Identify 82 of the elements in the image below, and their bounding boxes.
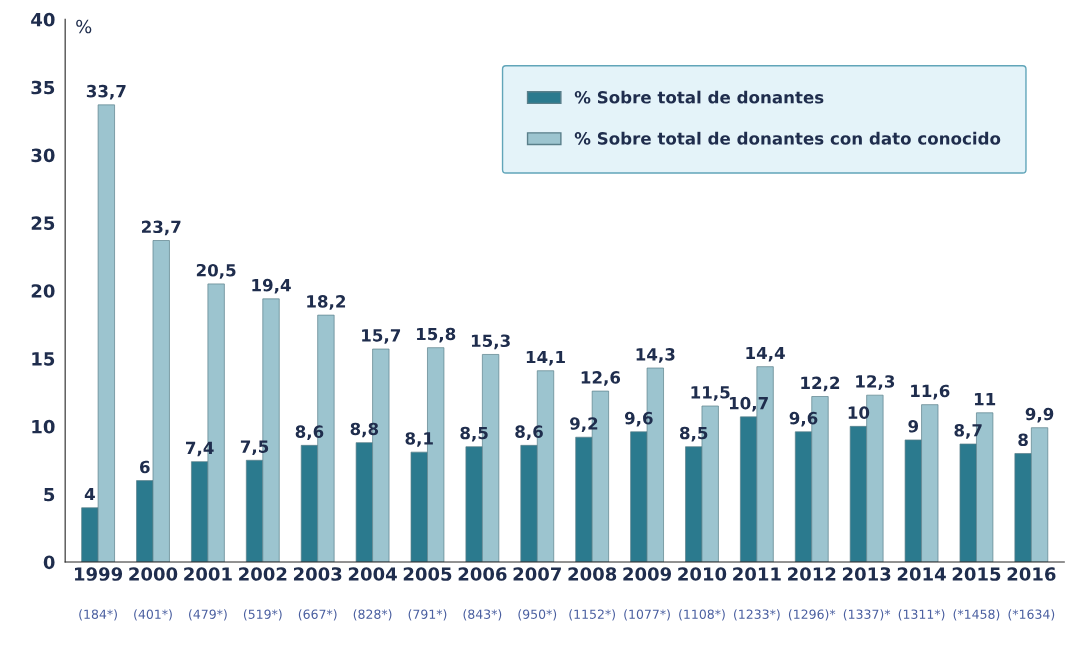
x-tick-label: 2011 <box>733 567 781 581</box>
text: (828*) <box>353 609 392 621</box>
y-tick-label: 15 <box>32 352 55 366</box>
data-label: 14,4 <box>746 346 785 362</box>
data-label: 8,8 <box>350 422 379 438</box>
x-tick-label: 2001 <box>184 567 232 581</box>
text: (184*) <box>79 609 117 621</box>
x-tick-label: 1999 <box>75 567 123 581</box>
x-tick-label: 2012 <box>788 567 836 581</box>
y-tick-label: 30 <box>31 148 55 163</box>
text: (1233*) <box>734 609 780 621</box>
x-tick-label: 2006 <box>458 567 507 581</box>
data-label: 7,5 <box>240 440 269 456</box>
data-label: 9,2 <box>570 417 598 432</box>
legend-label: % Sobre total de donantes con dato conocido <box>574 131 1001 145</box>
data-label: 6 <box>140 460 150 474</box>
data-label: 23,7 <box>141 220 181 236</box>
data-label: 14,1 <box>526 350 565 366</box>
text: (1077*) <box>624 609 670 621</box>
data-label: 9,6 <box>624 411 653 427</box>
x-tick-label: 2013 <box>842 567 891 581</box>
data-label: 14,3 <box>636 348 675 363</box>
data-label: 9 <box>908 419 919 433</box>
text: (667*) <box>298 609 337 621</box>
x-tick-label: 2007 <box>513 567 561 581</box>
data-label: 8,5 <box>460 426 488 442</box>
text: (519*) <box>243 609 282 621</box>
text: (*1458) <box>953 609 1000 621</box>
x-tick-label: 2010 <box>678 567 727 581</box>
legend-label: % Sobre total de donantes <box>574 90 824 104</box>
data-label: 7,4 <box>186 441 214 457</box>
y-tick-label: 10 <box>32 419 55 434</box>
data-label: 20,5 <box>196 263 236 279</box>
data-label: 18,2 <box>307 295 346 310</box>
x-tick-label: 2000 <box>129 567 178 581</box>
y-tick-label: 40 <box>31 12 55 27</box>
data-label: 19,4 <box>252 278 291 294</box>
y-tick-label: 0 <box>43 555 55 570</box>
data-label: 11,5 <box>691 386 730 401</box>
data-label: 10,7 <box>729 396 768 412</box>
x-tick-label: 2008 <box>568 567 617 581</box>
x-tick-label: 2009 <box>623 567 672 581</box>
data-label: 10 <box>848 406 870 419</box>
text: (791*) <box>408 609 447 621</box>
x-tick-label: 2002 <box>239 567 287 581</box>
x-tick-label: 2015 <box>952 567 1001 581</box>
data-label: 9,6 <box>789 411 818 427</box>
y-axis-title: % <box>76 19 92 34</box>
text: (1296)* <box>788 609 836 621</box>
data-label: 15,7 <box>362 329 401 344</box>
data-label: 33,7 <box>86 84 126 100</box>
x-tick-label: 2016 <box>1007 567 1056 581</box>
y-tick-label: 35 <box>31 80 55 95</box>
data-label: 11 <box>974 393 996 406</box>
text: (1337)* <box>843 609 891 621</box>
y-tick-label: 5 <box>44 487 55 502</box>
data-label: 15,3 <box>471 334 510 350</box>
data-label: 8,5 <box>679 426 708 442</box>
y-tick-label: 20 <box>31 284 55 298</box>
x-tick-label: 2003 <box>293 567 342 581</box>
text: (950*) <box>518 609 557 621</box>
data-label: 11,6 <box>911 384 950 400</box>
data-label: 8,6 <box>295 425 324 441</box>
data-label: 4 <box>84 487 95 501</box>
x-tick-label: 2014 <box>897 567 946 581</box>
data-label: 15,8 <box>417 327 456 343</box>
x-tick-label: 2004 <box>348 567 397 581</box>
data-label: 12,6 <box>581 371 621 386</box>
data-label: 12,3 <box>856 375 895 390</box>
y-tick-label: 25 <box>31 216 55 230</box>
text: (1108*) <box>679 609 725 621</box>
data-label: 8 <box>1018 433 1028 447</box>
text: (843*) <box>463 609 502 621</box>
text: (1311*) <box>898 609 945 621</box>
data-label: 9,9 <box>1025 407 1054 423</box>
data-label: 8,6 <box>515 425 543 441</box>
text: (1152*) <box>569 609 615 621</box>
text: (401*) <box>134 609 172 621</box>
data-label: 12,2 <box>801 376 840 392</box>
text: (*1634) <box>1008 609 1055 621</box>
x-tick-label: 2005 <box>403 567 452 581</box>
text: (479*) <box>189 609 227 621</box>
